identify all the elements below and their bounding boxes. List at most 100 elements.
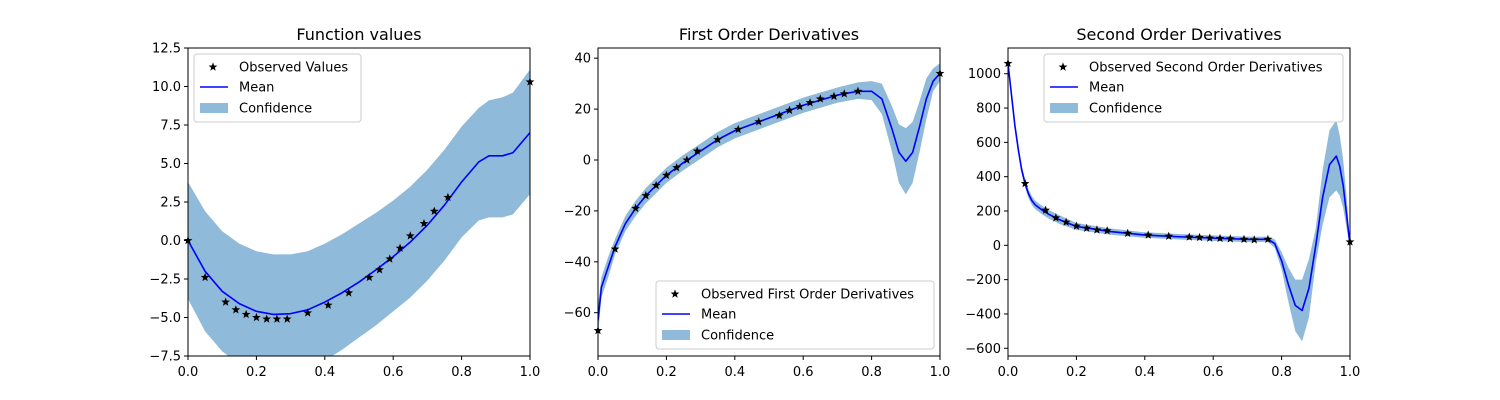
legend-star-marker — [208, 62, 218, 71]
legend-band-marker — [200, 103, 228, 113]
x-tick-label: 0.2 — [246, 365, 267, 380]
chart-title: Second Order Derivatives — [1076, 25, 1281, 44]
observed-point — [231, 305, 241, 314]
y-tick-label: 1000 — [968, 67, 1001, 82]
observed-point — [1041, 205, 1050, 214]
observed-point — [262, 314, 272, 323]
y-tick-label: 5.0 — [160, 157, 181, 172]
observed-point — [395, 243, 405, 252]
observed-point — [610, 244, 620, 253]
axes-frame — [597, 47, 941, 357]
observed-point — [323, 300, 333, 309]
y-tick-label: −200 — [965, 273, 1001, 288]
observed-point — [429, 206, 439, 215]
y-tick-label: 0 — [993, 239, 1001, 254]
observed-point — [282, 314, 292, 323]
y-tick-label: 20 — [574, 103, 591, 118]
observed-point — [774, 110, 784, 120]
observed-point — [1239, 234, 1249, 244]
observed-point — [1249, 235, 1259, 244]
legend-band-marker — [662, 330, 690, 340]
legend-label: Confidence — [1089, 102, 1162, 117]
observed-point — [272, 314, 282, 323]
observed-point — [754, 117, 764, 126]
observed-point — [1072, 221, 1081, 230]
plot-area — [598, 63, 940, 336]
observed-point — [252, 312, 261, 322]
x-tick-label: 0.8 — [1271, 365, 1292, 380]
legend-band-marker — [1050, 103, 1078, 113]
observed-point — [200, 272, 210, 282]
observed-point — [241, 309, 251, 319]
y-tick-label: 400 — [976, 170, 1001, 185]
x-tick-label: 0.6 — [383, 365, 404, 380]
observed-point — [375, 265, 384, 274]
x-tick-label: 0.8 — [451, 365, 472, 380]
legend-box — [655, 280, 935, 350]
legend-box — [1043, 53, 1344, 123]
x-tick-label: 0.0 — [178, 365, 199, 380]
observed-point — [1051, 213, 1061, 222]
legend-label: Mean — [701, 308, 736, 323]
observed-point — [1164, 231, 1174, 240]
observed-point — [672, 163, 682, 172]
observed-point — [795, 101, 805, 111]
observed-point — [815, 94, 825, 103]
observed-point — [344, 288, 354, 297]
mean-line — [188, 132, 530, 316]
x-tick-label: 0.2 — [1066, 365, 1087, 380]
legend-label: Observed Second Order Derivatives — [1089, 61, 1323, 76]
observed-point — [713, 135, 723, 144]
x-tick-label: 0.6 — [793, 365, 814, 380]
plot-area — [1008, 60, 1350, 342]
y-tick-label: 600 — [976, 136, 1001, 151]
observed-point — [1082, 223, 1092, 232]
observed-point — [682, 155, 692, 164]
legend-box — [193, 53, 362, 123]
observed-point — [1195, 232, 1204, 242]
mean-line — [1008, 63, 1350, 312]
legend-label: Confidence — [239, 102, 312, 117]
x-tick-label: 1.0 — [1340, 365, 1361, 380]
legend-label: Observed Values — [239, 61, 348, 76]
y-tick-label: −7.5 — [149, 350, 181, 365]
observed-point — [1061, 217, 1071, 226]
mean-line — [598, 72, 940, 321]
observed-point — [405, 231, 415, 240]
y-tick-label: −20 — [564, 204, 591, 219]
observed-point — [1092, 225, 1102, 234]
x-tick-label: 0.0 — [998, 365, 1019, 380]
observed-point — [853, 86, 863, 95]
y-tick-label: 0.0 — [160, 234, 181, 249]
y-tick-label: −40 — [564, 255, 591, 270]
observed-point — [364, 272, 374, 282]
observed-point — [805, 98, 815, 107]
legend-label: Mean — [239, 81, 274, 96]
observed-point — [733, 124, 743, 134]
y-tick-label: −2.5 — [149, 273, 181, 288]
legend-star-marker — [670, 289, 680, 298]
x-tick-label: 0.4 — [314, 365, 335, 380]
plot-area — [188, 69, 530, 356]
legend-label: Confidence — [701, 329, 774, 344]
observed-point — [1215, 233, 1225, 243]
y-tick-label: 10.0 — [152, 80, 181, 95]
observed-point — [1123, 228, 1133, 238]
observed-point — [419, 218, 429, 228]
observed-point — [303, 308, 313, 317]
y-tick-label: 800 — [976, 102, 1001, 117]
observed-point — [221, 297, 230, 306]
legend-star-marker — [1058, 62, 1068, 71]
legend: Observed Second Order Derivatives Mean Con… — [1043, 53, 1344, 123]
y-tick-label: −60 — [564, 306, 591, 321]
y-tick-label: −600 — [965, 342, 1001, 357]
x-tick-label: 0.4 — [1134, 365, 1155, 380]
y-tick-label: 40 — [574, 52, 591, 67]
observed-point — [839, 89, 849, 98]
x-tick-label: 0.0 — [588, 365, 609, 380]
observed-point — [1020, 178, 1030, 188]
y-tick-label: 200 — [976, 205, 1001, 220]
chart-panel-2: 0.0 0.2 0.4 0.6 0.8 1.0 −60 −40 −20 0 20 40 First Or… — [564, 25, 951, 380]
chart-panel-3: 0.0 0.2 0.4 0.6 0.8 1.0 −600 −400 −200 0 200 400 600… — [965, 25, 1360, 380]
